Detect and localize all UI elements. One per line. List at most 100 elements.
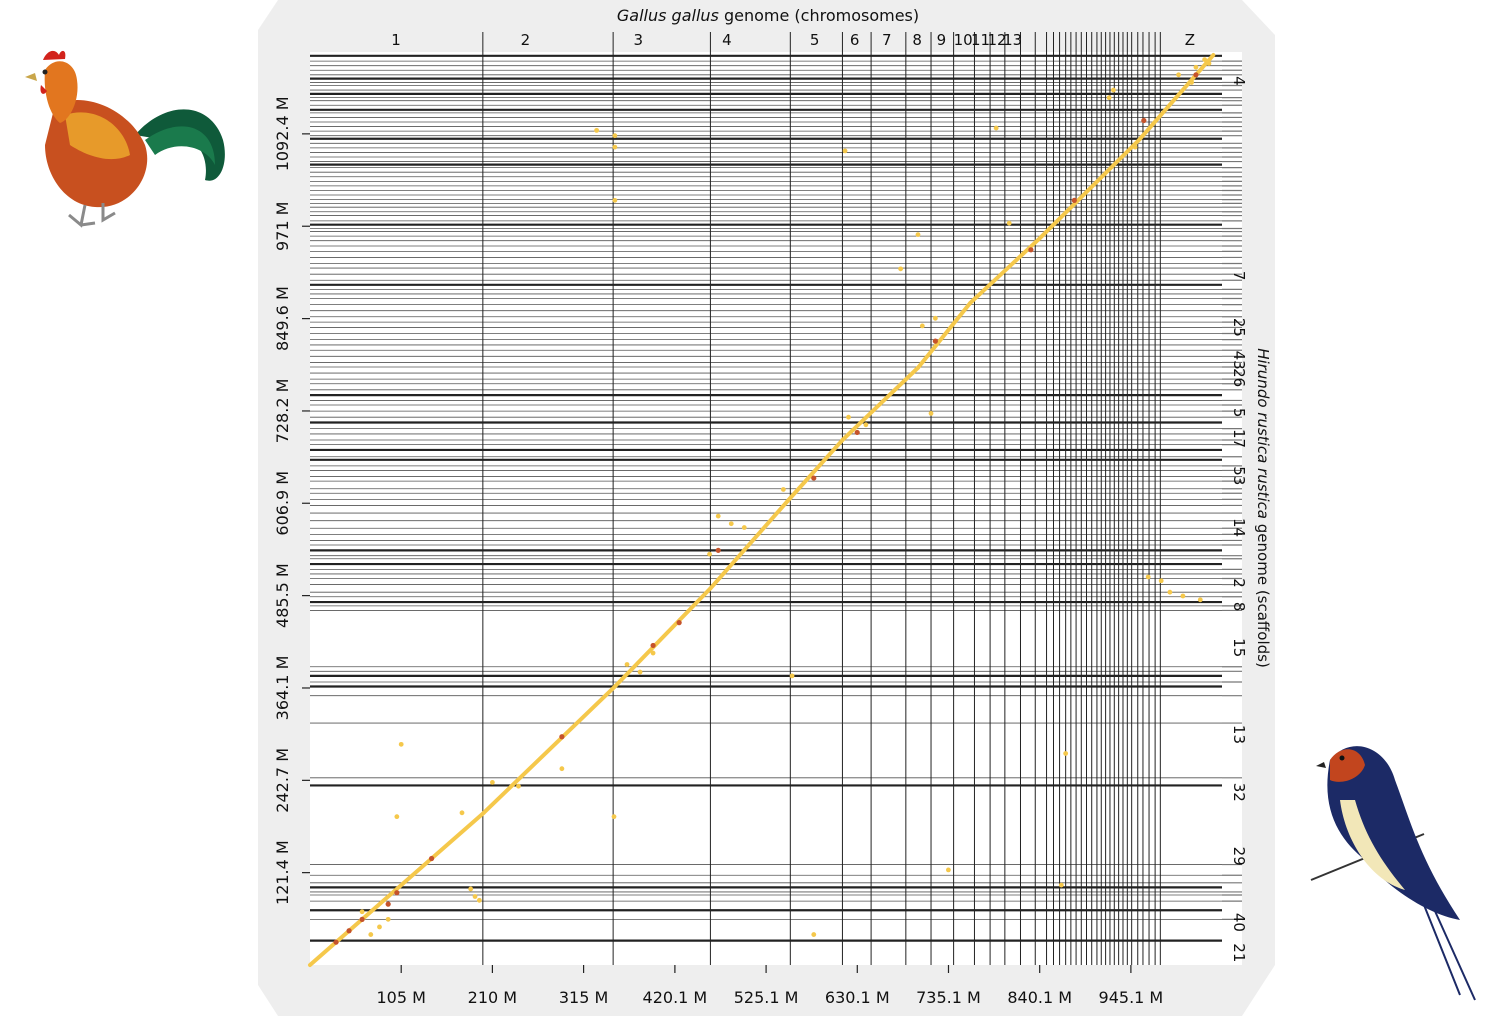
alignment-point (1206, 61, 1212, 66)
alignment-point (385, 916, 391, 922)
scaffold-label: 14 (1230, 518, 1248, 537)
chromosome-label: 6 (850, 31, 860, 49)
chromosome-label: 13 (1003, 31, 1022, 49)
alignment-point-strong (429, 855, 435, 862)
chromosome-label: 8 (912, 31, 922, 49)
alignment-point (846, 414, 851, 420)
alignment-point (1006, 220, 1012, 226)
alignment-point (624, 662, 630, 667)
alignment-point (707, 551, 712, 557)
diagonal-segment (840, 365, 920, 443)
diagonal-segment (308, 810, 486, 967)
alignment-point-strong (559, 734, 565, 740)
alignment-point (1202, 57, 1208, 63)
alignment-point (612, 197, 618, 203)
scaffold-label: 26 (1230, 368, 1248, 387)
chromosome-label: 12 (987, 31, 1006, 49)
alignment-point (1058, 882, 1064, 888)
diagonal-segment (1037, 137, 1142, 241)
scaffold-label: 43 (1230, 351, 1248, 370)
alignment-point (368, 932, 374, 937)
scaffold-label: 8 (1230, 602, 1248, 612)
rooster-icon (25, 50, 225, 228)
alignment-point (842, 148, 848, 154)
alignment-point (359, 909, 365, 915)
scaffold-label: 40 (1230, 913, 1248, 932)
diagonal-segment (1137, 53, 1216, 142)
alignment-point (1197, 597, 1203, 603)
alignment-point-strong (333, 939, 339, 945)
chromosome-label: 4 (722, 31, 732, 49)
diagonal-segment (612, 586, 713, 689)
alignment-point-strong (394, 890, 400, 896)
scaffold-label: 53 (1230, 466, 1248, 485)
alignment-point-strong (385, 901, 391, 907)
x-tick-label: 420.1 M (643, 988, 708, 1007)
alignment-point (919, 323, 925, 329)
x-tick-label: 210 M (468, 988, 517, 1007)
alignment-point (559, 766, 565, 772)
scaffold-label: 17 (1230, 429, 1248, 448)
chromosome-label: Z (1185, 31, 1195, 49)
alignment-point (1145, 574, 1151, 580)
alignment-point (715, 513, 721, 519)
alignment-point (459, 810, 465, 816)
scaffold-label: 13 (1230, 725, 1248, 744)
alignment-point (472, 894, 478, 899)
alignment-point-strong (1141, 117, 1147, 124)
alignment-point-strong (854, 429, 860, 436)
x-tick-label: 735.1 M (916, 988, 981, 1007)
swallow-icon (1310, 746, 1476, 1001)
alignment-diagonal (308, 53, 1216, 967)
alignment-point (398, 741, 404, 747)
alignment-point (1132, 144, 1138, 150)
chromosome-label: 2 (521, 31, 531, 49)
alignment-point-strong (1028, 247, 1034, 253)
alignment-point-strong (1193, 72, 1199, 78)
diagonal-segment (785, 438, 845, 503)
alignment-point (811, 932, 817, 937)
diagonal-segment (968, 236, 1042, 306)
alignment-point (1106, 95, 1112, 101)
alignment-point (612, 133, 618, 139)
alignment-point (1063, 751, 1069, 756)
alignment-point (915, 232, 921, 238)
y-tick-label: 242.7 M (273, 748, 292, 813)
x-tick-label: 525.1 M (734, 988, 799, 1007)
x-tick-label: 840.1 M (1007, 988, 1072, 1007)
alignment-point-strong (359, 916, 365, 922)
scaffold-label: 32 (1230, 783, 1248, 802)
alignment-point (637, 669, 643, 675)
alignment-point (612, 144, 618, 150)
alignment-point (1193, 64, 1199, 70)
scaffold-label: 5 (1230, 408, 1248, 418)
alignment-point-strong (932, 338, 938, 344)
scaffold-label: 4 (1230, 76, 1248, 86)
alignment-point (377, 924, 382, 930)
y-tick-label: 1092.4 M (273, 96, 292, 171)
x-tick-label: 315 M (559, 988, 608, 1007)
alignment-point (650, 650, 656, 656)
alignment-point (1176, 72, 1181, 78)
y-tick-label: 728.2 M (273, 379, 292, 444)
alignment-point (741, 525, 747, 530)
y-tick-label: 364.1 M (273, 656, 292, 721)
scaffold-strip-background (1222, 52, 1242, 965)
alignment-point (863, 422, 869, 428)
alignment-point (780, 487, 786, 492)
x-tick-label: 105 M (376, 988, 425, 1007)
alignment-point-strong (811, 475, 817, 481)
chromosome-label: 5 (810, 31, 820, 49)
chromosome-label: 7 (882, 31, 892, 49)
alignment-point (1167, 589, 1173, 595)
x-axis-title: Gallus gallus genome (chromosomes) (617, 6, 919, 25)
scaffold-label: 21 (1230, 943, 1248, 962)
alignment-point (394, 814, 400, 820)
y-tick-label: 485.5 M (273, 563, 292, 628)
scaffold-label: 2 (1230, 578, 1248, 588)
x-tick-label: 945.1 M (1099, 988, 1164, 1007)
alignment-point (1180, 593, 1186, 599)
alignment-point (946, 867, 951, 873)
